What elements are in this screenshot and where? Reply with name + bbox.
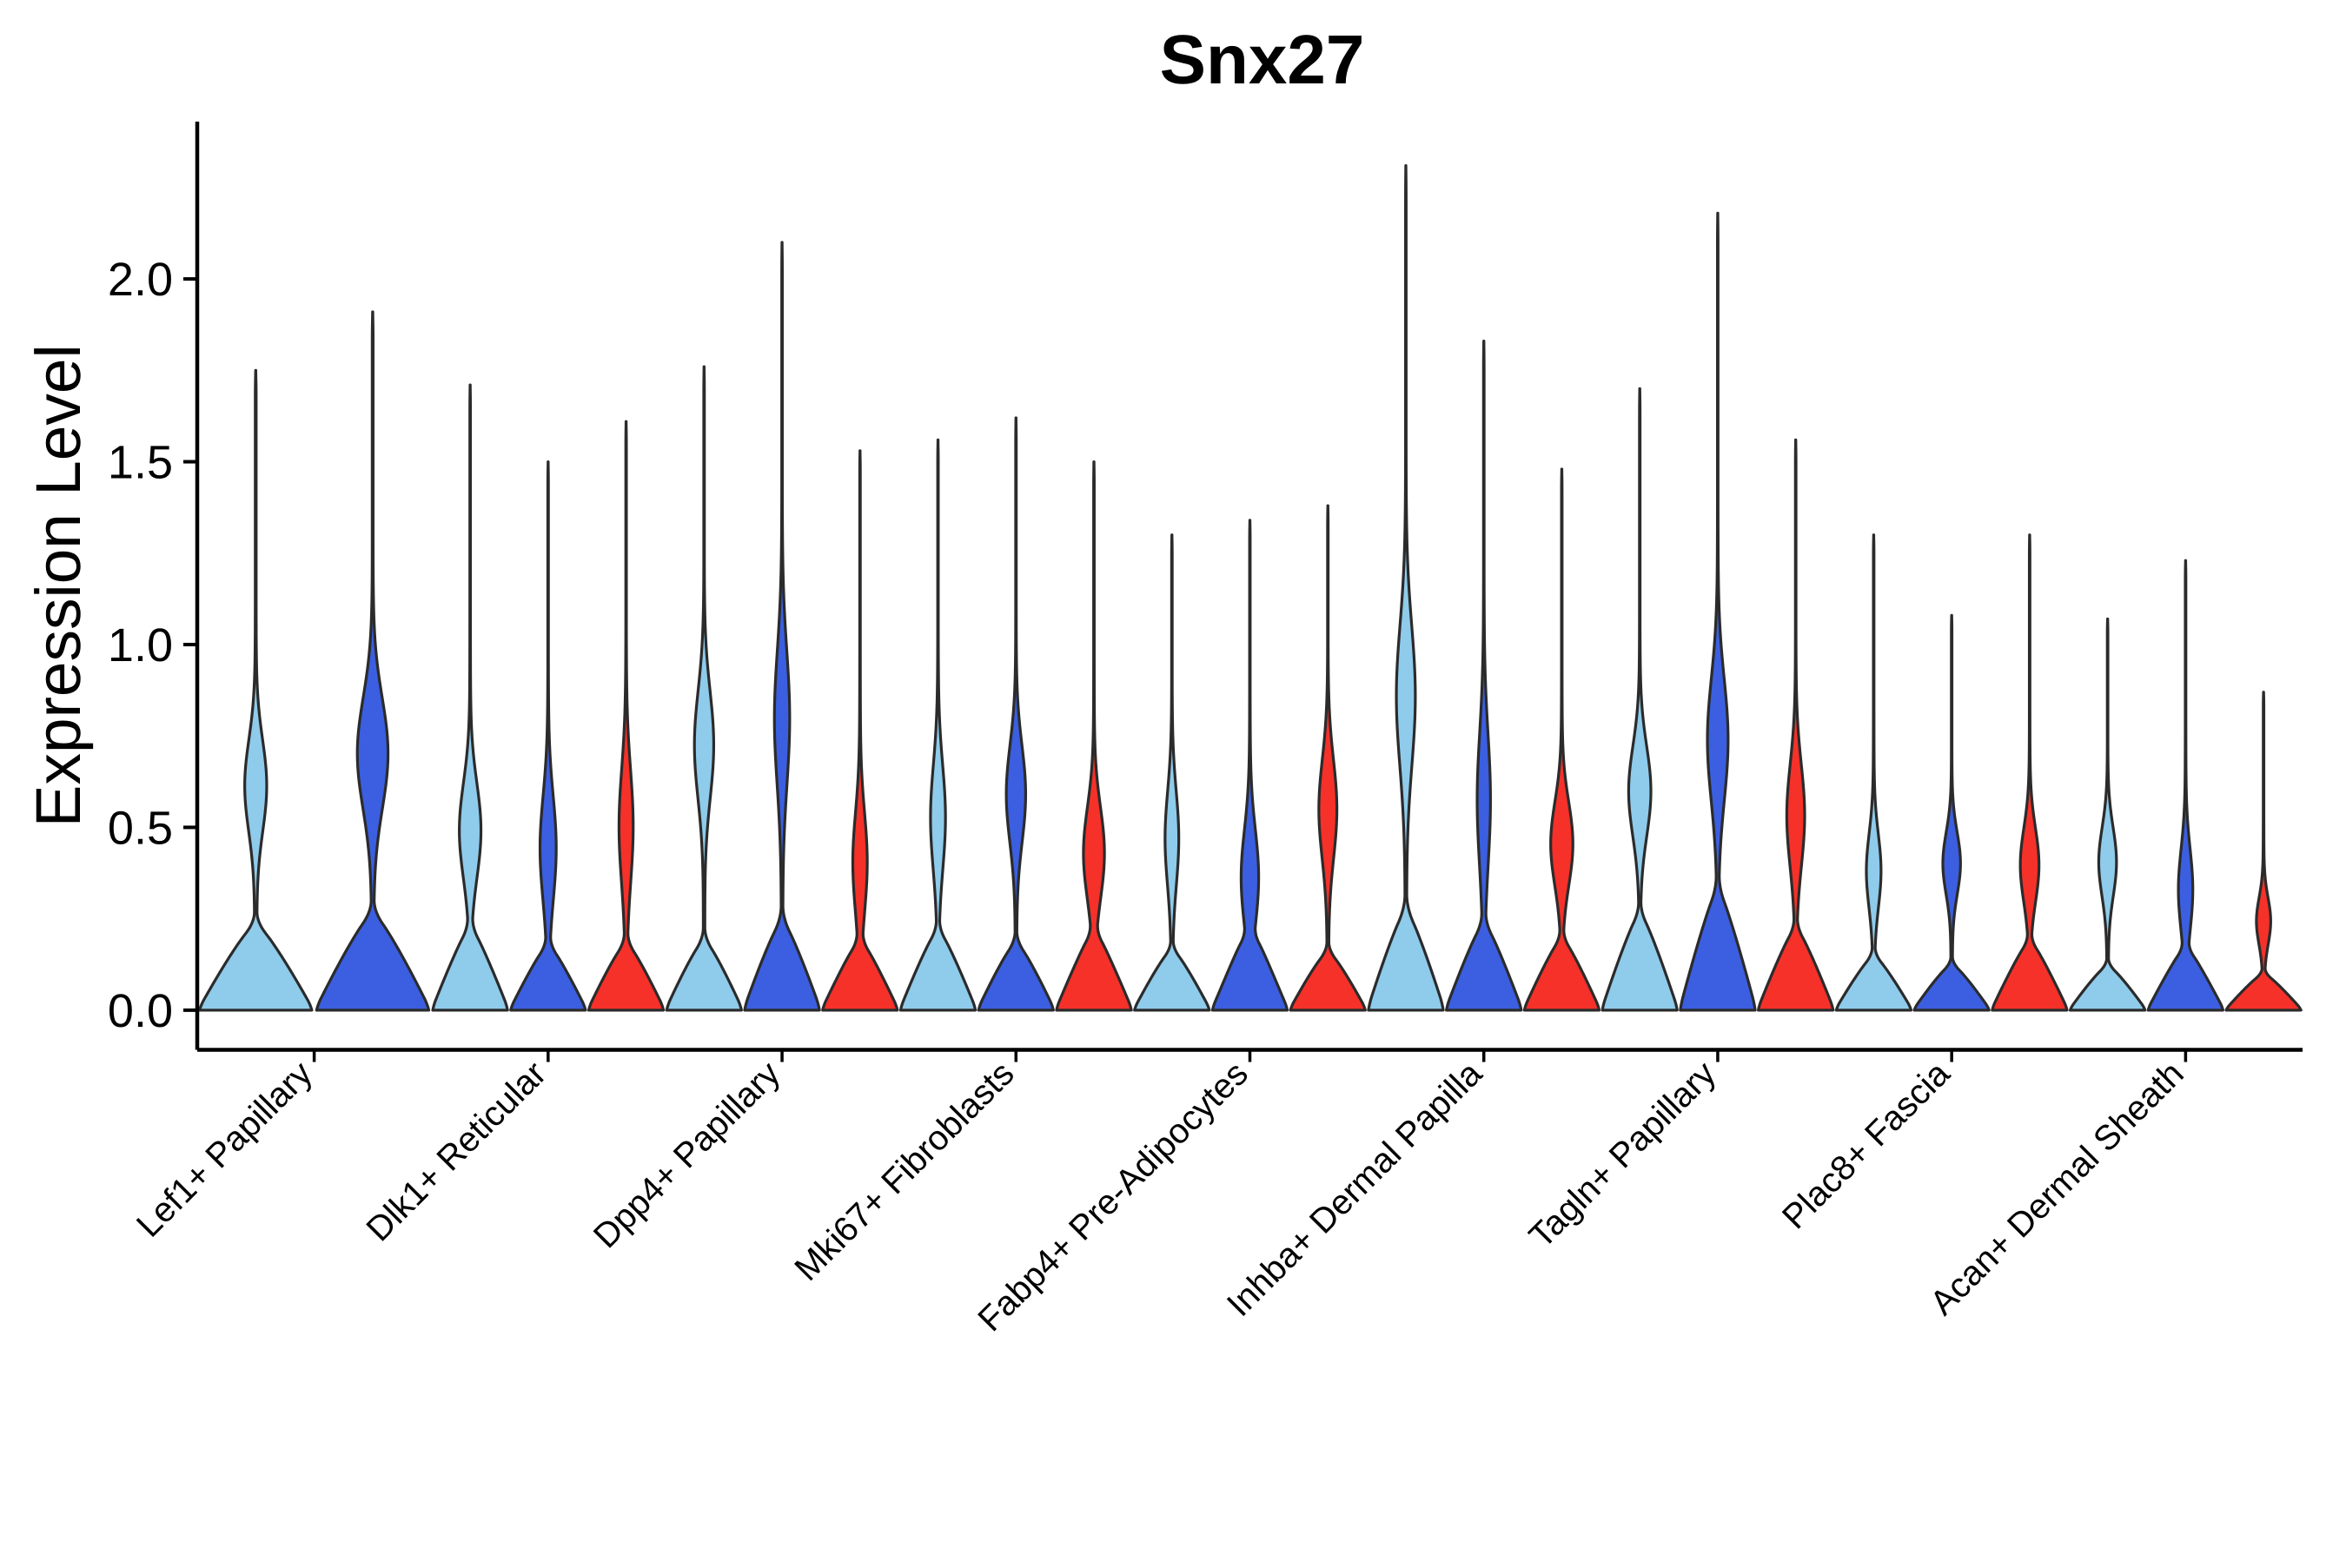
svg-text:1.5: 1.5 — [108, 437, 173, 489]
svg-text:Expression Level: Expression Level — [23, 344, 94, 827]
svg-text:Snx27: Snx27 — [1160, 21, 1365, 98]
svg-text:2.0: 2.0 — [108, 254, 173, 306]
svg-text:0.5: 0.5 — [108, 802, 173, 854]
svg-text:0.0: 0.0 — [108, 985, 173, 1037]
svg-text:1.0: 1.0 — [108, 619, 173, 672]
